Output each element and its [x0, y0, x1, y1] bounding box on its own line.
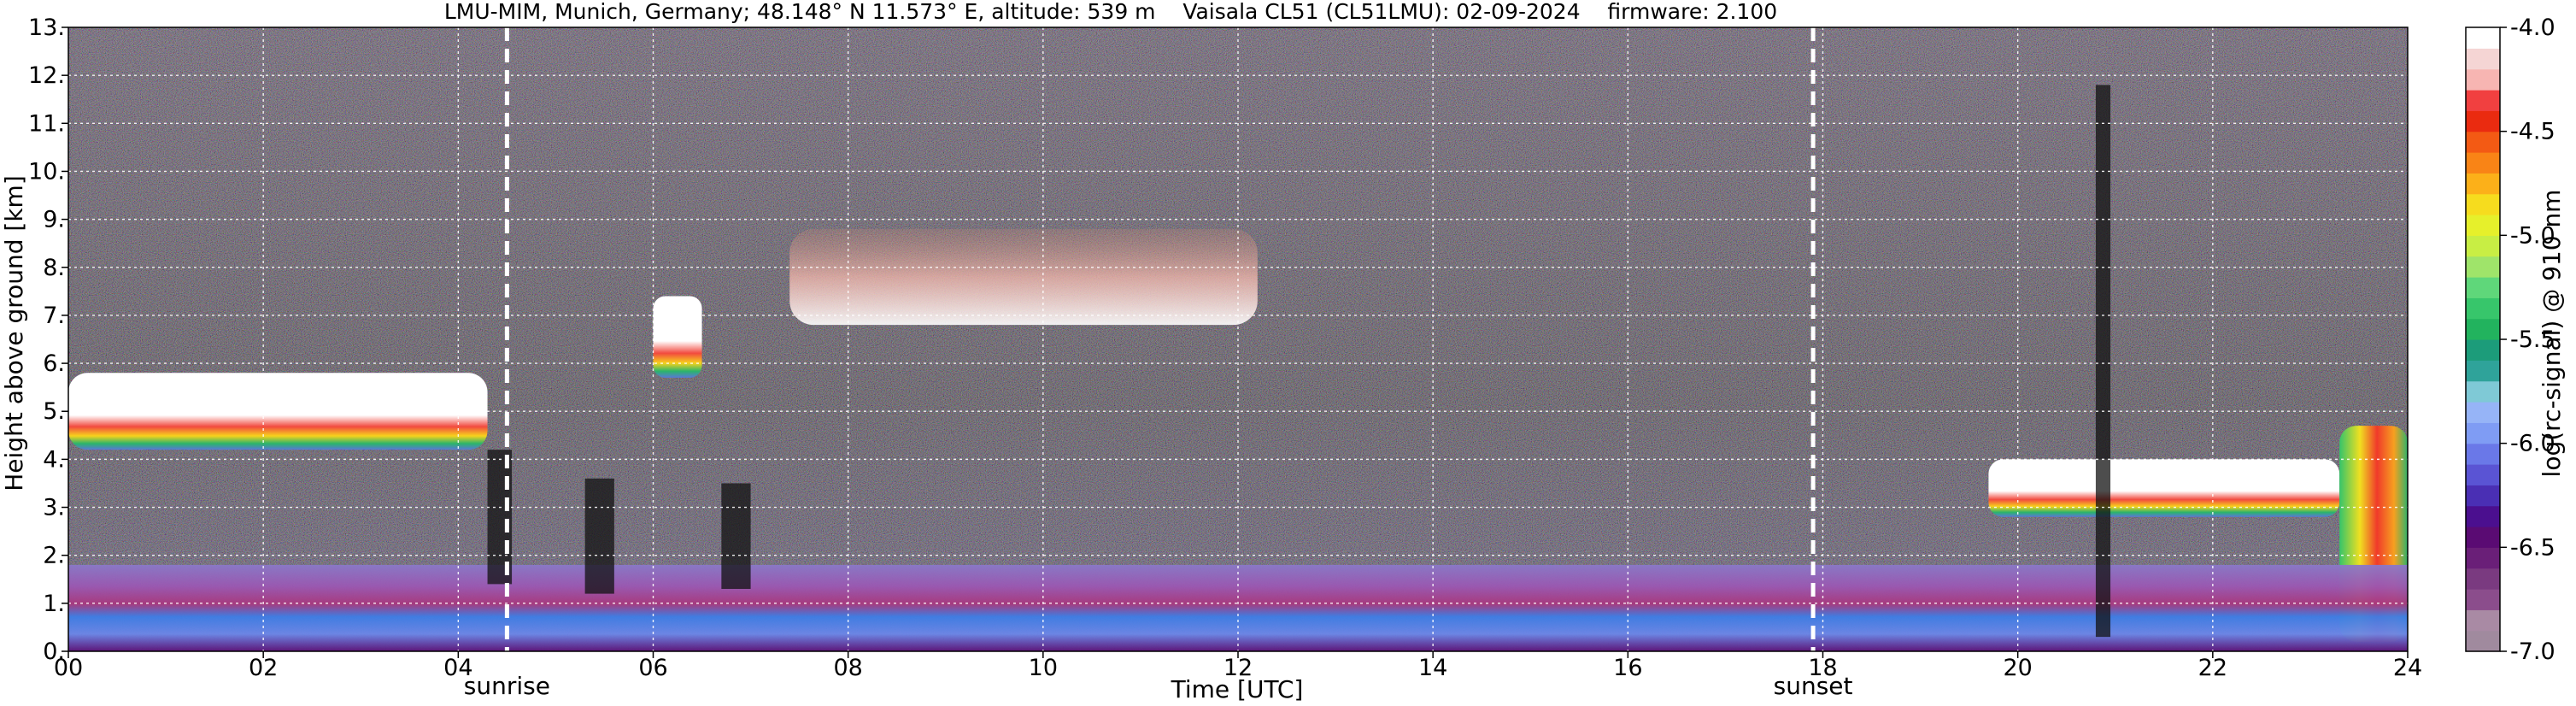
colorbar-swatch-26	[2466, 90, 2500, 111]
colorbar-swatch-14	[2466, 339, 2500, 361]
x-tick-label-24: 24	[2393, 655, 2422, 681]
colorbar-swatch-3	[2466, 568, 2500, 590]
colorbar: -4.0 -4.5 -5.0 -5.5 -6.0 -6.5 -7.0	[2465, 15, 2555, 665]
y-tick-label-3: 3.	[43, 495, 65, 521]
y-tick-label-12: 12.	[28, 62, 65, 89]
colorbar-tick-label-1: -4.5	[2510, 119, 2555, 145]
y-tick-label-13: 13.	[28, 15, 65, 41]
colorbar-swatch-7	[2466, 485, 2500, 507]
x-axis: 00 02 04 06 08 10 12 14 16 18 20 22 24	[54, 651, 2422, 681]
colorbar-tick-label-5: -6.5	[2510, 534, 2555, 561]
y-tick-label-10: 10.	[28, 158, 65, 185]
y-axis: 0. 1. 2. 3. 4. 5. 6. 7. 8. 9. 10. 11. 12. 13.	[28, 15, 68, 665]
y-tick-label-9: 9.	[43, 207, 65, 233]
colorbar-swatch-22	[2466, 173, 2500, 195]
signal-gap-1	[584, 478, 614, 594]
cloud-patch-1	[653, 296, 702, 378]
colorbar-swatch-10	[2466, 422, 2500, 444]
colorbar-tick-label-3: -5.5	[2510, 327, 2555, 353]
sun-markers	[504, 27, 1816, 651]
colorbar-swatch-17	[2466, 277, 2500, 298]
colorbar-swatch-27	[2466, 68, 2500, 91]
y-tick-label-5: 5.	[43, 398, 65, 425]
plot-area	[67, 26, 2409, 652]
colorbar-tick-label-2: -5.0	[2510, 222, 2555, 249]
x-tick-label-20: 20	[2003, 655, 2032, 681]
colorbar-swatch-0	[2466, 630, 2500, 652]
colorbar-tick-label-6: -7.0	[2510, 638, 2555, 665]
chart-title: LMU-MIM, Munich, Germany; 48.148° N 11.5…	[444, 0, 1777, 24]
colorbar-swatch-24	[2466, 131, 2500, 153]
marker-label-sunset: sunset	[1774, 672, 1853, 700]
colorbar-swatch-6	[2466, 505, 2500, 527]
x-tick-label-14: 14	[1418, 655, 1447, 681]
colorbar-swatch-5	[2466, 527, 2500, 548]
signal-gap-3	[2095, 85, 2111, 638]
colorbar-swatch-1	[2466, 609, 2500, 632]
cirrus-2	[789, 228, 1258, 326]
x-tick-label-02: 02	[249, 655, 278, 681]
colorbar-swatch-23	[2466, 152, 2500, 174]
colorbar-swatch-19	[2466, 235, 2500, 257]
colorbar-swatch-2	[2466, 589, 2500, 610]
x-tick-label-04: 04	[443, 655, 472, 681]
x-tick-label-06: 06	[638, 655, 667, 681]
y-tick-label-8: 8.	[43, 255, 65, 281]
colorbar-swatch-29	[2466, 27, 2500, 49]
colorbar-tick-label-4: -6.0	[2510, 431, 2555, 457]
cloud-layer-3	[1988, 459, 2340, 517]
colorbar-swatch-8	[2466, 464, 2500, 485]
colorbar-label: log(rc-signal) @ 910 nm	[2538, 190, 2566, 478]
colorbar-swatch-18	[2466, 256, 2500, 278]
signal-gap-2	[721, 483, 751, 589]
colorbar-swatch-16	[2466, 297, 2500, 320]
x-tick-label-22: 22	[2198, 655, 2227, 681]
y-tick-label-11: 11.	[28, 110, 65, 137]
x-tick-label-18: 18	[1808, 655, 1837, 681]
x-tick-label-12: 12	[1223, 655, 1253, 681]
x-tick-label-08: 08	[833, 655, 862, 681]
x-tick-label-10: 10	[1029, 655, 1058, 681]
x-tick-label-00: 00	[54, 655, 83, 681]
y-tick-label-2: 2.	[43, 543, 65, 569]
x-axis-label: Time [UTC]	[1171, 675, 1304, 703]
colorbar-swatch-28	[2466, 48, 2500, 70]
grid-lines	[68, 27, 2408, 651]
colorbar-swatch-20	[2466, 215, 2500, 236]
y-tick-label-7: 7.	[43, 303, 65, 329]
colorbar-swatch-25	[2466, 110, 2500, 132]
marker-label-sunrise: sunrise	[464, 672, 550, 700]
colorbar-swatch-9	[2466, 443, 2500, 465]
x-tick-label-16: 16	[1613, 655, 1642, 681]
colorbar-swatch-21	[2466, 193, 2500, 215]
colorbar-swatch-11	[2466, 402, 2500, 423]
y-tick-label-6: 6.	[43, 350, 65, 377]
y-tick-label-4: 4.	[43, 446, 65, 473]
colorbar-swatch-12	[2466, 380, 2500, 403]
y-tick-label-1: 1.	[43, 591, 65, 617]
y-axis-label: Height above ground [km]	[0, 175, 28, 491]
colorbar-swatch-13	[2466, 360, 2500, 382]
colorbar-tick-label-0: -4.0	[2510, 15, 2555, 41]
colorbar-swatch-4	[2466, 547, 2500, 569]
colorbar-swatch-15	[2466, 318, 2500, 340]
y-tick-label-0: 0.	[43, 638, 65, 665]
